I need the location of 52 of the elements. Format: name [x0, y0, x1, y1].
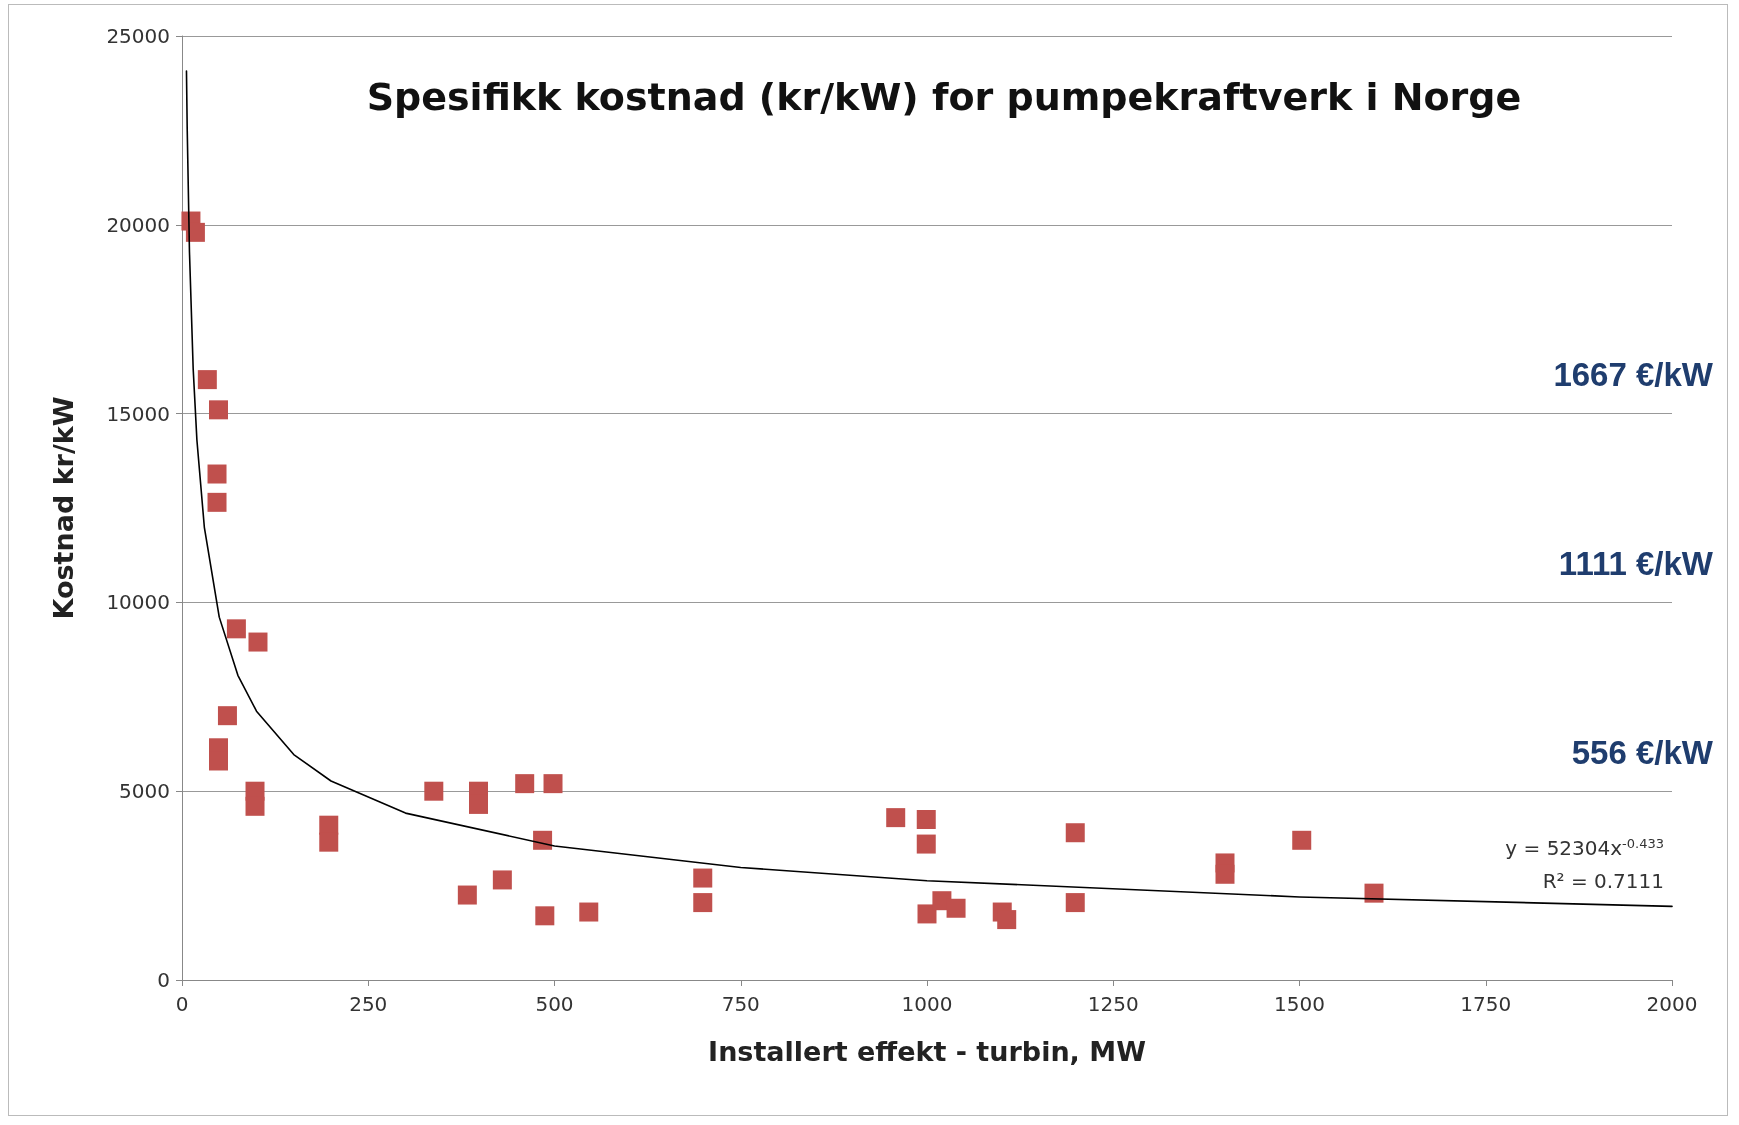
point [1364, 883, 1384, 903]
y-tick-label: 5000 [119, 779, 170, 804]
point [886, 808, 906, 828]
x-tick-label: 750 [721, 992, 760, 1016]
point [207, 492, 227, 512]
y-tick-label: 25000 [106, 24, 170, 48]
annotation: 1667 €/kW [1553, 356, 1714, 393]
point [226, 619, 246, 639]
point [997, 910, 1017, 930]
x-tick-label: 0 [175, 992, 189, 1016]
point [492, 870, 512, 890]
y-tick-label: 15000 [106, 401, 170, 426]
point [209, 400, 229, 420]
point [693, 893, 713, 913]
point [207, 464, 227, 484]
point [248, 632, 268, 652]
point [916, 834, 936, 854]
x-axis-title: Installert effekt - turbin, MW [708, 1036, 1146, 1067]
point [1215, 864, 1235, 884]
annotation: R² = 0.7111 [1542, 869, 1665, 893]
point [1292, 830, 1312, 850]
point [1065, 893, 1085, 913]
point [1065, 823, 1085, 843]
point [197, 370, 217, 390]
point [917, 904, 937, 924]
annotation: 556 €/kW [1571, 734, 1714, 771]
point [535, 906, 555, 926]
point [533, 830, 553, 850]
y-tick-label: 10000 [106, 590, 170, 615]
point [579, 902, 599, 922]
x-tick-label: 1250 [1087, 992, 1139, 1016]
point [543, 774, 563, 794]
text: Spesifikk kostnad (kr/kW) for pumpekraftverk i Norge [366, 75, 1522, 119]
point [424, 781, 444, 801]
point [693, 868, 713, 888]
x-tick-label: 2000 [1646, 992, 1698, 1016]
point [217, 706, 237, 726]
x-tick-label: 1000 [901, 992, 953, 1016]
point [946, 898, 966, 918]
x-tick-label: 250 [349, 992, 388, 1016]
y-tick-label: 20000 [106, 212, 170, 237]
x-tick-label: 1500 [1274, 992, 1325, 1016]
x-tick-label: 1750 [1460, 992, 1512, 1016]
point [457, 885, 477, 905]
point [319, 832, 339, 852]
y-tick-label: 0 [157, 968, 170, 992]
point [245, 796, 265, 816]
annotation: 1111 €/kW [1558, 545, 1714, 582]
x-tick-label: 500 [535, 992, 574, 1016]
point [515, 774, 535, 794]
y-axis-title: Kostnad kr/kW [48, 396, 79, 620]
point [916, 810, 936, 830]
